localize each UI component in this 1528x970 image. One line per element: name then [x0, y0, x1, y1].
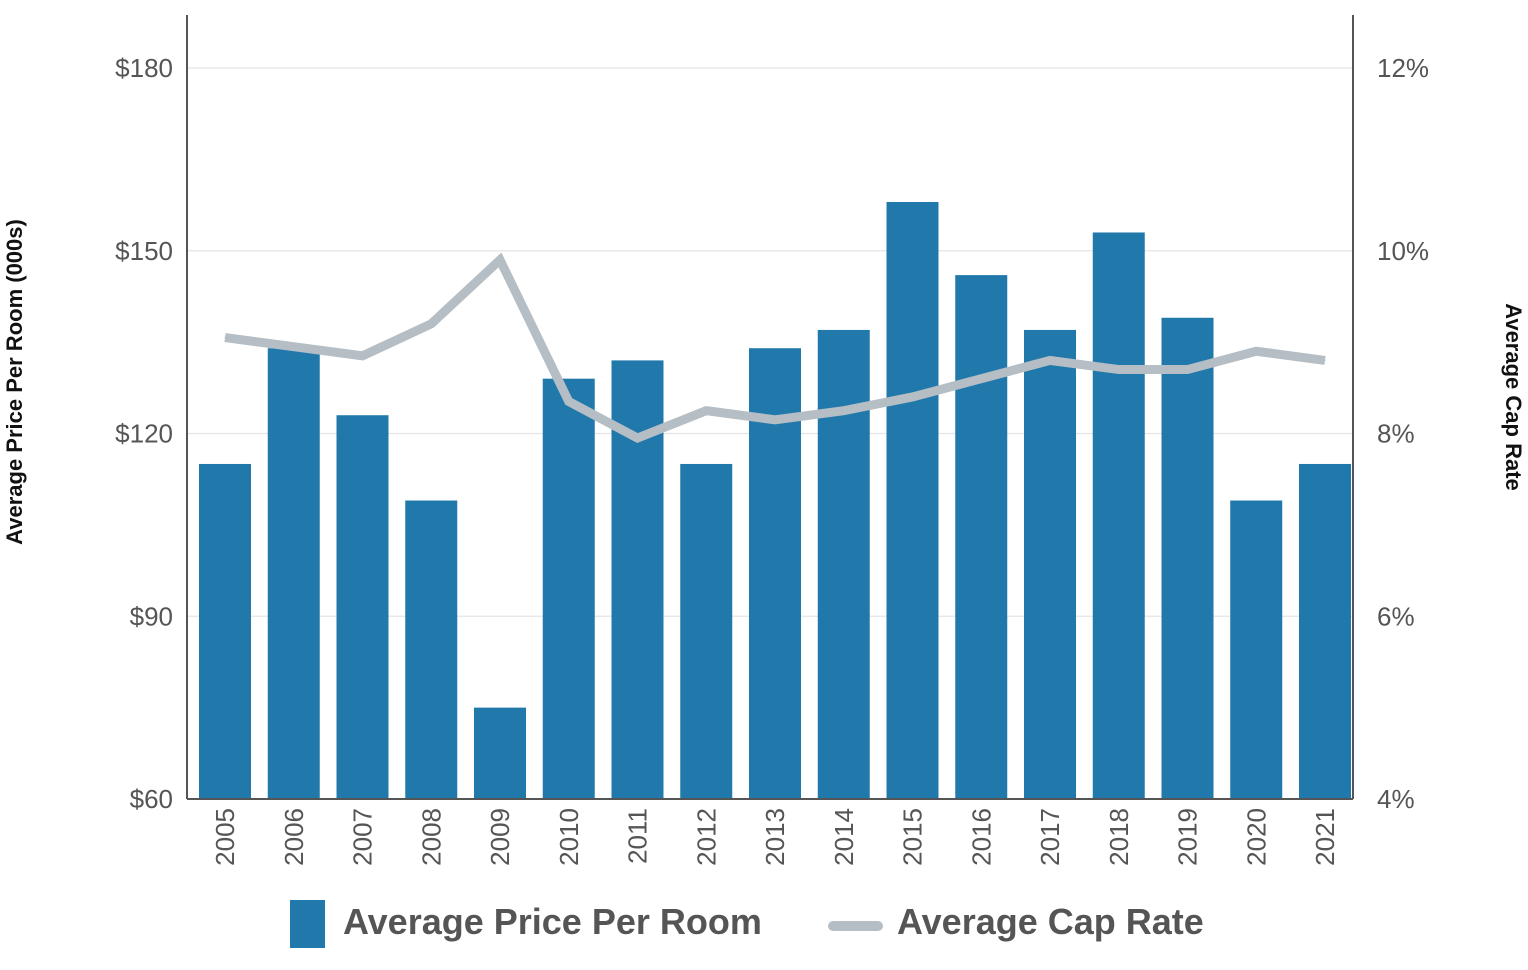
- legend-bar-swatch: [290, 900, 325, 948]
- x-tick-label: 2017: [1035, 808, 1065, 866]
- line-point-2008: [430, 323, 432, 325]
- line-point-2009: [499, 259, 501, 261]
- bar-2017: [1024, 329, 1076, 799]
- bar-2010: [542, 378, 595, 799]
- legend-line-label: Average Cap Rate: [897, 901, 1204, 942]
- x-tick-label: 2014: [829, 808, 859, 866]
- right-tick-label: 8%: [1377, 419, 1415, 449]
- line-point-2006: [293, 346, 295, 348]
- line-point-2015: [912, 396, 913, 398]
- x-tick-label: 2016: [966, 808, 996, 866]
- x-tick-label: 2020: [1241, 808, 1271, 866]
- line-point-2016: [980, 378, 982, 380]
- legend-bar-label: Average Price Per Room: [343, 901, 762, 942]
- x-tick-label: 2011: [623, 808, 653, 864]
- x-tick-label: 2007: [348, 808, 378, 866]
- right-axis-ticks: 4% 6% 8% 10% 12%: [1377, 53, 1429, 814]
- bar-2018: [1092, 232, 1145, 800]
- bar-2012: [680, 463, 733, 799]
- line-point-2020: [1255, 350, 1257, 352]
- x-tick-label: 2008: [416, 808, 446, 866]
- x-tick-label: 2015: [898, 808, 928, 866]
- right-axis-title: Average Cap Rate: [1501, 303, 1526, 490]
- right-tick-label: 12%: [1377, 53, 1429, 83]
- left-tick-label: $60: [130, 784, 173, 814]
- bar-2005: [199, 463, 251, 799]
- bar-2019: [1161, 317, 1214, 799]
- x-axis-ticks: 2005 2006 2007 2008 2009 2010 2011 2012 2013 2014…: [210, 808, 1340, 866]
- line-point-2017: [1049, 359, 1051, 361]
- line-point-2011: [637, 437, 638, 439]
- bar-series: [199, 202, 1351, 800]
- line-point-2014: [843, 410, 845, 412]
- bar-2015: [886, 202, 939, 799]
- x-tick-label: 2013: [760, 808, 790, 866]
- right-tick-label: 6%: [1377, 601, 1415, 631]
- right-tick-label: 10%: [1377, 236, 1429, 266]
- bar-2007: [336, 415, 389, 799]
- bar-2006: [267, 348, 320, 799]
- x-tick-label: 2012: [691, 808, 721, 866]
- x-tick-label: 2018: [1104, 808, 1134, 866]
- left-tick-label: $150: [115, 236, 173, 266]
- left-axis-ticks: $60 $90 $120 $150 $180: [115, 53, 173, 814]
- line-series: [224, 252, 1326, 444]
- bar-2016: [955, 275, 1008, 799]
- left-tick-label: $120: [115, 419, 173, 449]
- x-tick-label: 2009: [485, 808, 515, 866]
- bar-2021: [1299, 463, 1351, 799]
- bar-2009: [474, 707, 526, 799]
- line-point-2018: [1118, 369, 1120, 371]
- left-axis-title: Average Price Per Room (000s): [2, 219, 27, 545]
- left-tick-label: $90: [130, 601, 173, 631]
- bar-2014: [817, 329, 870, 799]
- right-tick-label: 4%: [1377, 784, 1415, 814]
- bar-2020: [1230, 500, 1283, 799]
- x-tick-label: 2019: [1173, 808, 1203, 866]
- bar-2008: [405, 500, 458, 799]
- line-point-2007: [362, 355, 363, 357]
- line-point-2012: [705, 410, 707, 412]
- axes: [186, 15, 1354, 800]
- x-tick-label: 2005: [210, 808, 240, 866]
- line-point-2013: [774, 419, 776, 421]
- left-tick-label: $180: [115, 53, 173, 83]
- line-point-2005: [224, 337, 226, 339]
- line-point-2019: [1187, 369, 1188, 371]
- line-point-2021: [1324, 359, 1326, 361]
- x-tick-label: 2010: [554, 808, 584, 866]
- x-tick-label: 2006: [279, 808, 309, 866]
- line-point-2010: [568, 401, 570, 403]
- legend: Average Price Per Room Average Cap Rate: [290, 900, 1204, 948]
- x-tick-label: 2021: [1310, 808, 1340, 866]
